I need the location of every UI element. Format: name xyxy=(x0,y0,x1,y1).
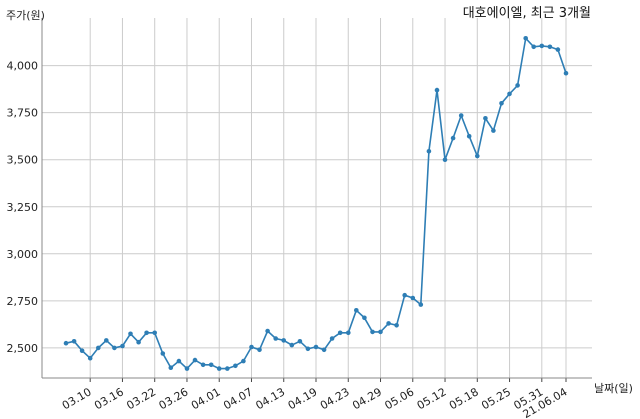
data-point xyxy=(305,346,311,352)
data-point xyxy=(418,302,424,307)
y-tick-label: 2,750 xyxy=(7,295,39,308)
data-point xyxy=(515,83,520,88)
data-point xyxy=(434,87,440,93)
data-point xyxy=(265,328,270,334)
grid-lines xyxy=(42,18,592,378)
data-point xyxy=(531,44,536,50)
data-point xyxy=(273,336,279,341)
data-point xyxy=(128,331,133,337)
data-point xyxy=(71,339,77,344)
x-tick-label: 04.13 xyxy=(253,385,287,412)
y-tick-label: 3,500 xyxy=(7,154,39,167)
data-point xyxy=(168,365,174,371)
data-point xyxy=(225,366,230,371)
x-axis-label: 날짜(일) xyxy=(594,381,633,395)
chart-title: 대호에이엘, 최근 3개월 xyxy=(463,6,591,21)
data-point xyxy=(160,351,166,356)
x-tick-label: 03.26 xyxy=(157,385,191,412)
x-tick-label: 04.29 xyxy=(350,385,384,412)
data-point xyxy=(426,149,432,154)
y-tick-label: 2,500 xyxy=(7,342,39,355)
data-point xyxy=(104,338,109,343)
data-point xyxy=(192,357,198,363)
data-point xyxy=(475,153,480,159)
data-point xyxy=(176,358,182,364)
data-point xyxy=(152,330,157,336)
data-point xyxy=(507,91,512,97)
data-point xyxy=(362,315,367,321)
y-tick-label: 3,250 xyxy=(7,201,39,214)
x-tick-label: 03.10 xyxy=(60,385,94,412)
data-point xyxy=(297,339,303,344)
y-tick-labels: 2,500 2,750 3,000 3,250 3,500 3,750 4,000 xyxy=(7,60,39,355)
data-point xyxy=(249,344,254,350)
axes xyxy=(41,18,592,382)
data-point xyxy=(96,345,101,351)
data-point xyxy=(547,44,553,50)
data-point xyxy=(539,43,545,49)
x-tick-label: 04.23 xyxy=(318,385,352,412)
data-point xyxy=(144,330,149,336)
data-point xyxy=(120,343,125,349)
y-tick-label: 3,000 xyxy=(7,248,39,261)
data-point xyxy=(313,344,319,350)
data-point xyxy=(394,323,399,328)
data-point xyxy=(466,133,472,139)
data-point xyxy=(491,128,496,133)
data-point xyxy=(112,345,117,351)
x-tick-label: 04.01 xyxy=(189,385,223,412)
data-point xyxy=(523,36,528,41)
data-point xyxy=(442,157,448,162)
data-point xyxy=(241,358,246,364)
data-point xyxy=(257,347,262,353)
y-axis-label: 주가(원) xyxy=(6,9,45,22)
data-point xyxy=(483,116,488,121)
data-point xyxy=(63,340,69,346)
x-tick-label: 04.07 xyxy=(221,385,255,412)
data-point xyxy=(200,362,206,368)
x-tick-label: 05.25 xyxy=(479,385,513,412)
data-point xyxy=(233,363,238,369)
data-point xyxy=(410,295,416,301)
x-tick-label: 05.12 xyxy=(415,385,449,412)
x-tick-label: 05.18 xyxy=(447,385,481,412)
data-point xyxy=(499,101,504,106)
y-tick-label: 3,750 xyxy=(7,107,39,120)
data-point xyxy=(458,113,464,118)
data-point xyxy=(370,329,375,335)
data-point xyxy=(378,329,383,335)
data-point xyxy=(555,47,561,52)
x-tick-labels: 03.1003.1603.2203.2604.0104.0704.1304.19… xyxy=(60,385,570,419)
data-point xyxy=(337,330,343,336)
y-tick-label: 4,000 xyxy=(7,60,39,73)
data-point xyxy=(329,336,335,341)
data-point xyxy=(563,70,569,76)
data-point xyxy=(208,362,214,368)
data-point xyxy=(289,342,295,348)
data-point xyxy=(321,347,327,353)
data-point xyxy=(184,366,190,371)
data-point xyxy=(79,348,85,354)
data-point xyxy=(450,135,456,141)
data-point xyxy=(87,355,93,361)
x-tick-label: 04.19 xyxy=(286,385,320,412)
data-point xyxy=(136,339,141,345)
x-tick-label: 05.06 xyxy=(382,385,416,412)
data-point xyxy=(386,321,391,326)
x-tick-label: 03.22 xyxy=(124,385,158,412)
data-point xyxy=(281,338,287,343)
x-tick-label: 03.16 xyxy=(92,385,126,412)
data-point xyxy=(216,366,222,371)
data-points xyxy=(63,36,569,371)
data-point xyxy=(354,308,359,313)
data-point xyxy=(402,292,408,298)
data-point xyxy=(346,330,351,336)
